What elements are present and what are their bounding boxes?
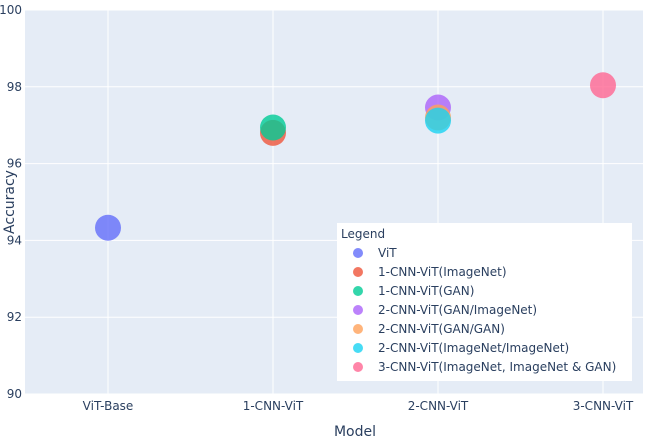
legend-box (337, 223, 632, 381)
legend-label[interactable]: 3-CNN-ViT(ImageNet, ImageNet & GAN) (378, 360, 616, 374)
legend-marker[interactable] (353, 362, 363, 372)
legend-label[interactable]: 2-CNN-ViT(GAN/GAN) (378, 322, 505, 336)
y-tick-label: 98 (7, 80, 22, 94)
y-axis-title: Accuracy (2, 170, 18, 234)
data-point[interactable] (260, 114, 286, 141)
legend-marker[interactable] (353, 305, 363, 315)
y-tick-label: 92 (7, 310, 22, 324)
legend-marker[interactable] (353, 286, 363, 296)
y-tick-label: 94 (7, 233, 22, 247)
x-tick-label: 2-CNN-ViT (408, 399, 469, 413)
y-axis-ticks: 90 92 94 96 98 100 (0, 3, 22, 401)
data-point[interactable] (95, 214, 121, 241)
legend-label[interactable]: ViT (378, 246, 397, 260)
legend-marker[interactable] (353, 267, 363, 277)
x-tick-label: ViT-Base (83, 399, 134, 413)
legend-marker[interactable] (353, 343, 363, 353)
data-point[interactable] (590, 72, 616, 99)
data-points (95, 72, 616, 241)
legend[interactable]: Legend ViT 1-CNN-ViT(ImageNet) 1-CNN-ViT(G… (337, 223, 632, 381)
data-point[interactable] (425, 107, 451, 134)
legend-marker[interactable] (353, 248, 363, 258)
legend-title: Legend (341, 227, 385, 241)
y-tick-label: 96 (7, 157, 22, 171)
legend-items[interactable]: ViT 1-CNN-ViT(ImageNet) 1-CNN-ViT(GAN) 2-CN… (353, 246, 616, 374)
legend-label[interactable]: 2-CNN-ViT(GAN/ImageNet) (378, 303, 537, 317)
legend-label[interactable]: 1-CNN-ViT(GAN) (378, 284, 474, 298)
x-axis-ticks: ViT-Base 1-CNN-ViT 2-CNN-ViT 3-CNN-ViT (83, 399, 634, 413)
x-axis-title: Model (334, 424, 376, 440)
y-tick-label: 90 (7, 387, 22, 401)
x-tick-label: 3-CNN-ViT (573, 399, 634, 413)
legend-label[interactable]: 1-CNN-ViT(ImageNet) (378, 265, 507, 279)
y-tick-label: 100 (0, 3, 22, 17)
legend-label[interactable]: 2-CNN-ViT(ImageNet/ImageNet) (378, 341, 569, 355)
x-tick-label: 1-CNN-ViT (243, 399, 304, 413)
legend-marker[interactable] (353, 324, 363, 334)
